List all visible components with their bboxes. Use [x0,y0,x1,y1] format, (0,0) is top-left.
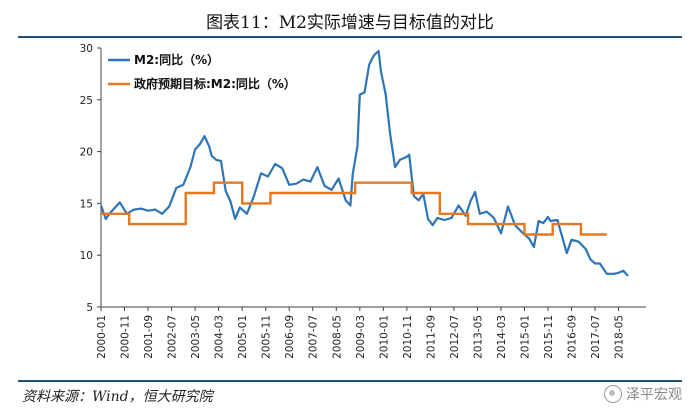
y-axis: 5 10 15 20 25 30 [80,43,101,314]
series-line-target [101,181,607,236]
x-tick-label: 2010-11 [402,315,414,359]
x-tick-label: 2018-05 [614,315,626,359]
x-tick-label: 2010-01 [378,315,390,359]
y-tick-label: 20 [80,147,93,159]
y-tick-label: 15 [80,198,93,210]
x-tick-label: 2009-03 [355,315,367,359]
x-tick-label: 2007-07 [308,315,320,359]
wechat-icon [604,385,622,403]
x-axis: 2000-01 2000-11 2001-09 2002-07 2003-05 2004-… [96,307,626,359]
x-tick-label: 2001-09 [143,315,155,359]
chart-title: 图表11：M2实际增速与目标值的对比 [206,13,494,33]
x-tick-label: 2014-03 [496,315,508,359]
x-tick-label: 2002-07 [167,315,179,359]
x-tick-label: 2005-11 [261,315,273,359]
x-tick-label: 2015-01 [519,315,531,359]
x-tick-label: 2012-07 [449,315,461,359]
series-line-m2 [99,49,629,277]
x-tick-label: 2000-01 [96,315,108,359]
source-note: 资料来源：Wind，恒大研究院 [22,389,213,405]
x-tick-label: 2003-05 [190,315,202,359]
y-tick-label: 5 [86,302,93,314]
x-tick-label: 2011-09 [425,315,437,359]
x-tick-label: 2016-09 [567,315,579,359]
y-tick-label: 10 [80,250,93,262]
watermark-text: 泽平宏观 [626,387,682,403]
legend-label: M2:同比（%） [134,52,219,67]
x-tick-label: 2004-03 [214,315,226,359]
chart-area: 5 10 15 20 25 30 2000-01 2000-11 2001-09 2002-07… [80,43,646,359]
title-rule [18,36,682,38]
x-tick-label: 2008-05 [331,315,343,359]
y-tick-label: 25 [80,95,93,107]
x-tick-label: 2013-05 [472,315,484,359]
y-tick-label: 30 [80,43,93,55]
x-tick-label: 2005-01 [237,315,249,359]
legend: M2:同比（%） 政府预期目标:M2:同比（%） [108,52,296,91]
legend-label: 政府预期目标:M2:同比（%） [134,76,296,91]
x-tick-label: 2017-07 [590,315,602,359]
x-tick-label: 2015-11 [543,315,555,359]
x-tick-label: 2000-11 [120,315,132,359]
bottom-rule [18,380,682,382]
plot-frame [100,48,646,308]
x-tick-label: 2006-09 [284,315,296,359]
watermark: 泽平宏观 [604,384,682,404]
series-layer [99,49,629,277]
